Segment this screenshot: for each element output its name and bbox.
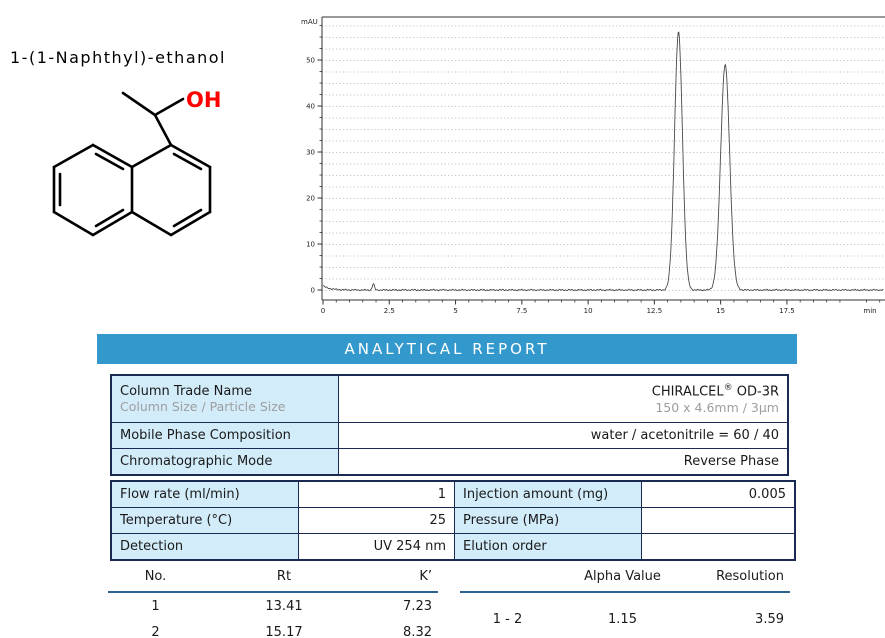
analytical-report-banner: ANALYTICAL REPORT	[97, 334, 797, 364]
table-row: Mobile Phase Composition water / acetoni…	[110, 422, 789, 449]
peak-rt: 15.17	[265, 625, 303, 638]
chromatographic-mode-value-cell: Reverse Phase	[338, 448, 789, 476]
double-bond	[172, 152, 203, 171]
resolution-value: 3.59	[755, 612, 784, 627]
rt-header: Rt	[203, 565, 365, 593]
bond-ch-methyl	[121, 91, 157, 117]
bond-c1-ch	[153, 113, 173, 147]
compound-title: 1-(1-Naphthyl)-ethanol	[10, 48, 226, 67]
svg-text:40: 40	[306, 103, 315, 111]
svg-text:12.5: 12.5	[647, 307, 663, 315]
pair-header	[460, 565, 555, 593]
double-bond	[94, 152, 125, 171]
label: Column Trade Name	[120, 384, 252, 399]
table-row: 2 15.17 8.32	[108, 619, 438, 638]
svg-text:10: 10	[584, 307, 593, 315]
svg-text:17.5: 17.5	[779, 307, 795, 315]
peak-no: 1	[151, 599, 160, 614]
mobile-phase-value-cell: water / acetonitrile = 60 / 40	[338, 422, 789, 449]
trade-name-value: CHIRALCEL® OD-3R	[651, 383, 779, 400]
bond	[169, 143, 212, 169]
conditions-table: Flow rate (ml/min) 1 Injection amount (m…	[110, 480, 796, 561]
svg-text:30: 30	[306, 149, 315, 157]
hydroxyl-label: OH	[186, 88, 221, 112]
peak-kprime: 7.23	[403, 599, 432, 614]
table-row: 1 - 2 1.15 3.59	[460, 592, 790, 638]
alpha-value: 1.15	[608, 612, 637, 627]
double-bond	[94, 208, 125, 228]
temperature-label-cell: Temperature (°C)	[110, 507, 299, 534]
banner-title: ANALYTICAL REPORT	[344, 340, 550, 358]
peak-no: 2	[151, 625, 160, 638]
table-row: Temperature (°C) 25 Pressure (MPa)	[110, 507, 796, 534]
column-trade-name-value-cell: CHIRALCEL® OD-3R 150 x 4.6mm / 3µm	[338, 374, 789, 423]
results-section: No. Rt K’ 1 13.41 7.23 2 15.17 8.32	[108, 565, 790, 638]
mobile-phase-label-cell: Mobile Phase Composition	[110, 422, 339, 449]
table-row: Detection UV 254 nm Elution order	[110, 533, 796, 561]
bond	[91, 143, 134, 169]
bond	[52, 210, 95, 237]
flow-rate-label-cell: Flow rate (ml/min)	[110, 480, 299, 508]
detection-label-cell: Detection	[110, 533, 299, 561]
bond	[91, 210, 134, 237]
double-bond	[172, 208, 203, 228]
svg-text:15: 15	[716, 307, 725, 315]
bond	[169, 210, 212, 237]
table-header-row: Alpha Value Resolution	[460, 565, 790, 593]
peak-kprime: 8.32	[403, 625, 432, 638]
svg-text:0: 0	[321, 307, 325, 315]
chromatogram: 0 10 20 30 40 50 0 2.5 5 7.5 10 12.5 15 17.5 mAU min	[301, 16, 885, 315]
pressure-value-cell	[641, 507, 796, 534]
chromatographic-mode-label-cell: Chromatographic Mode	[110, 448, 339, 476]
no-header: No.	[108, 565, 203, 593]
table-row: Chromatographic Mode Reverse Phase	[110, 448, 789, 476]
svg-text:min: min	[863, 307, 876, 315]
bond	[52, 143, 95, 169]
elution-order-label-cell: Elution order	[454, 533, 642, 561]
pressure-label-cell: Pressure (MPa)	[454, 507, 642, 534]
resolution-header: Resolution	[690, 565, 790, 593]
svg-text:10: 10	[306, 241, 315, 249]
column-size-value: 150 x 4.6mm / 3µm	[655, 399, 779, 415]
svg-text:7.5: 7.5	[516, 307, 527, 315]
bond	[130, 210, 173, 237]
svg-text:2.5: 2.5	[384, 307, 395, 315]
table-row: 1 13.41 7.23	[108, 592, 438, 619]
detection-value-cell: UV 254 nm	[298, 533, 455, 561]
elution-order-value-cell	[641, 533, 796, 561]
alpha-value-header: Alpha Value	[555, 565, 690, 593]
bond	[130, 143, 173, 169]
peak-rt: 13.41	[265, 599, 303, 614]
svg-text:0: 0	[311, 287, 315, 295]
compound-structure-drawing: OH	[52, 88, 221, 237]
peak-pair: 1 - 2	[492, 612, 523, 627]
injection-amount-value-cell: 0.005	[641, 480, 796, 508]
retention-results-table: No. Rt K’ 1 13.41 7.23 2 15.17 8.32	[108, 565, 438, 638]
bond-ch-oh	[153, 97, 185, 117]
flow-rate-value-cell: 1	[298, 480, 455, 508]
svg-text:mAU: mAU	[301, 18, 318, 26]
table-row: Column Trade Name Column Size / Particle…	[110, 374, 789, 423]
kprime-header: K’	[365, 565, 438, 593]
column-trade-name-label-cell: Column Trade Name Column Size / Particle…	[110, 374, 339, 423]
column-info-table: Column Trade Name Column Size / Particle…	[110, 374, 789, 476]
svg-text:5: 5	[453, 307, 457, 315]
registered-mark: ®	[723, 383, 733, 394]
sublabel: Column Size / Particle Size	[120, 399, 286, 414]
table-header-row: No. Rt K’	[108, 565, 438, 593]
svg-text:20: 20	[306, 195, 315, 203]
temperature-value-cell: 25	[298, 507, 455, 534]
table-row: Flow rate (ml/min) 1 Injection amount (m…	[110, 480, 796, 508]
svg-text:50: 50	[306, 57, 315, 65]
injection-amount-label-cell: Injection amount (mg)	[454, 480, 642, 508]
separation-results-table: Alpha Value Resolution 1 - 2 1.15 3.59	[460, 565, 790, 638]
